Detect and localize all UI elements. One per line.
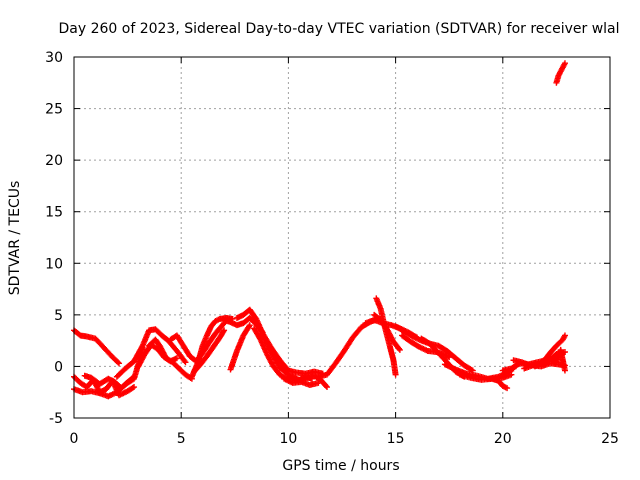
data-point bbox=[395, 345, 402, 352]
data-point bbox=[221, 327, 228, 334]
data-point bbox=[392, 371, 399, 378]
series-arc-32 bbox=[553, 60, 568, 86]
series-arc-31 bbox=[546, 346, 568, 374]
data-point bbox=[129, 384, 136, 391]
data-point bbox=[131, 384, 138, 391]
series-arc-26 bbox=[489, 375, 511, 392]
data-point bbox=[561, 367, 568, 374]
y-tick-label: 20 bbox=[45, 153, 63, 169]
data-point bbox=[561, 60, 568, 67]
chart-title: Day 260 of 2023, Sidereal Day-to-day VTE… bbox=[58, 21, 619, 37]
data-point bbox=[315, 379, 322, 386]
data-point bbox=[220, 328, 227, 335]
series-arc-7 bbox=[146, 336, 195, 382]
series-arc-5 bbox=[113, 326, 189, 380]
x-tick-label: 25 bbox=[601, 431, 619, 447]
data-point bbox=[181, 358, 188, 365]
x-tick-label: 5 bbox=[177, 431, 186, 447]
data-point bbox=[323, 383, 330, 390]
series-arc-1 bbox=[71, 327, 123, 367]
x-tick-label: 20 bbox=[494, 431, 512, 447]
data-point bbox=[508, 371, 515, 378]
data-point bbox=[116, 360, 123, 367]
data-point bbox=[246, 322, 253, 329]
data-point bbox=[396, 346, 403, 353]
grid bbox=[74, 57, 610, 418]
data-point bbox=[561, 332, 568, 339]
x-axis-label: GPS time / hours bbox=[282, 458, 399, 474]
y-tick-label: 0 bbox=[54, 359, 63, 375]
series-arc-20 bbox=[373, 295, 399, 378]
data-point bbox=[246, 323, 253, 330]
plot-frame bbox=[73, 56, 611, 419]
data-point bbox=[182, 359, 189, 366]
y-tick-label: 5 bbox=[54, 308, 63, 324]
x-tick-label: 15 bbox=[387, 431, 405, 447]
x-tick-label: 0 bbox=[70, 431, 79, 447]
y-tick-label: -5 bbox=[49, 411, 63, 427]
y-tick-label: 25 bbox=[45, 102, 63, 118]
data-point bbox=[446, 354, 453, 361]
data-point bbox=[323, 384, 330, 391]
series-arc-16 bbox=[281, 375, 322, 388]
data-point bbox=[114, 359, 121, 366]
series-arc-12 bbox=[227, 322, 253, 373]
data-point bbox=[220, 321, 227, 328]
y-tick-label: 15 bbox=[45, 205, 63, 221]
y-tick-label: 10 bbox=[45, 256, 63, 272]
series-arc-11 bbox=[221, 314, 266, 336]
series-arc-29 bbox=[521, 360, 568, 372]
x-tick-label: 10 bbox=[279, 431, 297, 447]
data-point bbox=[504, 385, 511, 392]
series-arc-10 bbox=[191, 327, 228, 375]
series-arc-17 bbox=[315, 315, 382, 380]
data-point bbox=[173, 355, 180, 362]
y-axis-label: SDTVAR / TECUs bbox=[7, 181, 23, 296]
data-points bbox=[71, 60, 568, 400]
y-tick-label: 30 bbox=[45, 50, 63, 66]
